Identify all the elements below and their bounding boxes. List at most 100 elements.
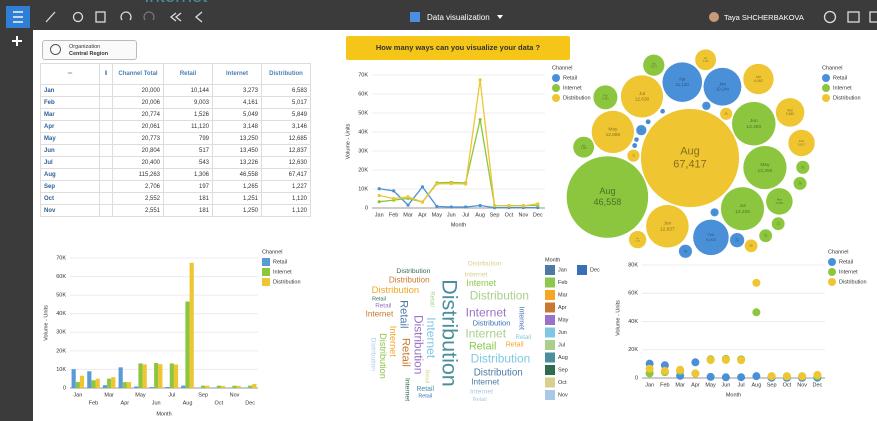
menu-button[interactable] — [6, 6, 30, 28]
save-icon[interactable] — [95, 11, 106, 23]
user-name[interactable]: Taya SHCHERBAKOVA — [724, 13, 804, 22]
x-tick-label: Jan — [375, 212, 384, 218]
point — [721, 373, 730, 382]
legend-swatch — [822, 74, 830, 82]
cell: 1,227 — [261, 180, 311, 193]
word: Retail — [416, 386, 434, 393]
filter-button[interactable]: Organization Central Region — [42, 40, 137, 60]
legend-swatch — [552, 74, 560, 82]
table-row: Mar 20,774 1,526 5,049 5,849 — [40, 108, 311, 121]
point — [377, 193, 381, 198]
line — [379, 79, 538, 207]
bubble — [661, 61, 703, 103]
y-tick-label: 70K — [358, 72, 368, 78]
x-tick-label: Jun — [152, 400, 161, 406]
bubble-value: 1,227 — [749, 246, 753, 248]
avatar — [709, 12, 719, 22]
bubble-label: Mar — [777, 197, 782, 201]
legend-swatch — [828, 258, 836, 266]
cell: 197 — [163, 180, 213, 193]
cell: 20,804 — [112, 144, 164, 157]
x-tick-label: Jun — [447, 212, 456, 218]
legend-title: Channel — [262, 249, 283, 255]
share-icon[interactable] — [194, 11, 203, 23]
point — [478, 78, 482, 82]
bubble — [710, 207, 720, 217]
bar — [216, 385, 221, 388]
refresh-icon[interactable] — [72, 11, 84, 23]
bubble-label: Sep — [799, 182, 802, 184]
bubble — [719, 107, 733, 121]
legend-label: Retail — [563, 75, 577, 81]
bubble-label: Mar — [736, 239, 739, 241]
x-tick-label: Jul — [738, 382, 745, 388]
undo-icon[interactable] — [120, 11, 132, 21]
y-tick-label: 80K — [628, 263, 638, 269]
filter-value: Central Region — [69, 51, 109, 57]
bubble — [703, 67, 742, 107]
bar — [107, 378, 112, 388]
bar — [71, 369, 76, 388]
bubble-value: 13,226 — [735, 209, 750, 215]
legend-swatch — [545, 377, 555, 388]
legend-label: Feb — [558, 280, 567, 286]
row-label: Nov — [40, 204, 100, 217]
y-tick-label: 60K — [628, 291, 638, 297]
bubble-label: May — [640, 129, 643, 131]
y-tick-label: 50K — [56, 293, 66, 299]
legend-swatch — [822, 84, 830, 92]
redo-icon[interactable] — [143, 11, 155, 21]
bubble — [591, 110, 635, 154]
x-tick-label: Feb — [389, 212, 398, 218]
x-tick-label: Dec — [812, 382, 822, 388]
back-icon[interactable] — [169, 12, 182, 22]
table-row: Jul 20,400 543 13,226 12,630 — [40, 156, 311, 169]
dashboard-title[interactable]: Data visualization — [427, 13, 490, 22]
point — [492, 204, 497, 208]
bubble-label: Jan — [652, 62, 657, 65]
point — [767, 372, 776, 381]
legend-title: Channel — [822, 65, 843, 71]
image-icon[interactable] — [847, 11, 860, 23]
x-tick-label: Oct — [505, 212, 514, 218]
cell: 20,006 — [112, 96, 164, 109]
y-tick-label: 60K — [358, 91, 368, 97]
cell: 20,400 — [112, 156, 164, 169]
add-button[interactable] — [12, 36, 22, 46]
cell: 181 — [163, 204, 213, 217]
bar — [91, 380, 96, 388]
y-tick-label: 60K — [56, 274, 66, 280]
cell-gap — [99, 144, 113, 157]
bubble-label: Sep — [750, 244, 753, 246]
y-tick-label: 40K — [56, 311, 66, 317]
word: Distribution — [396, 268, 430, 275]
bar — [236, 385, 241, 388]
x-tick-label: Mar — [104, 392, 114, 398]
y-tick-label: 0 — [63, 385, 66, 391]
bubble-label: Dec — [801, 166, 804, 168]
word: Internet — [144, 0, 208, 6]
comment-icon[interactable] — [869, 11, 877, 23]
cell: 6,583 — [261, 84, 311, 97]
dropdown-arrow[interactable] — [497, 15, 503, 19]
word: Distribution — [370, 338, 377, 372]
bubble-label: May — [760, 162, 770, 168]
bar — [122, 382, 127, 388]
x-tick-label: Aug — [475, 212, 485, 218]
edit-icon[interactable] — [45, 11, 56, 23]
bubble — [626, 149, 641, 163]
point — [420, 200, 425, 204]
legend-swatch — [262, 258, 270, 266]
legend-label: Internet — [563, 85, 582, 91]
x-tick-label: Jun — [721, 382, 730, 388]
y-tick-label: 70K — [56, 255, 66, 261]
row-label: Aug — [40, 168, 100, 181]
header-icon: ‖ — [99, 63, 113, 85]
cell: 13,450 — [212, 144, 262, 157]
bubble — [742, 63, 775, 95]
bar — [232, 385, 237, 388]
x-tick-label: Jul — [462, 212, 469, 218]
legend-swatch — [545, 277, 555, 288]
bubble-value: 200 — [634, 146, 636, 148]
help-icon[interactable] — [823, 10, 837, 24]
